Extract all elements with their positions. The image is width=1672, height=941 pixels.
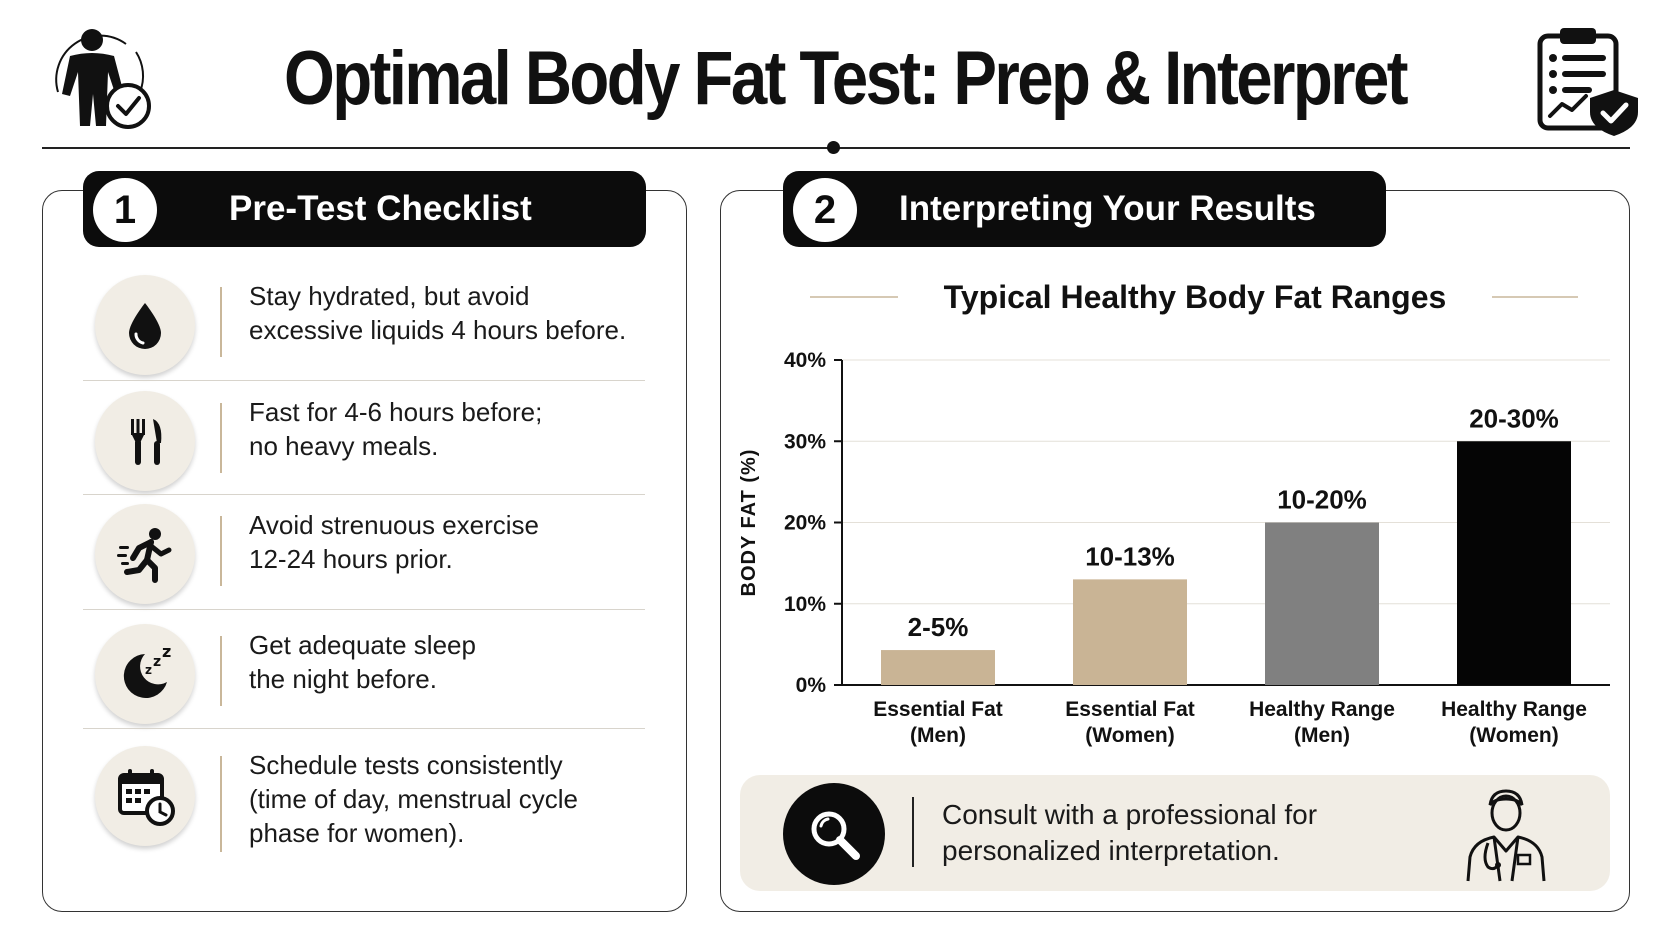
checklist-header: 1 Pre-Test Checklist (83, 171, 646, 247)
moon-sleep-icon: z z z (95, 624, 195, 724)
x-tick-label: Healthy Range (1441, 698, 1587, 721)
checklist-item-text: Get adequate sleep the night before. (249, 630, 476, 694)
x-tick-label: Essential Fat (873, 698, 1003, 721)
y-tick-label: 20% (784, 512, 826, 535)
checklist-separator (83, 494, 645, 495)
item-divider (220, 516, 222, 586)
data-label: 10-20% (1277, 485, 1367, 515)
consult-text: Consult with a professional for personal… (942, 799, 1318, 866)
doctor-icon (1458, 785, 1554, 885)
bar (1457, 441, 1571, 685)
magnifier-icon (783, 783, 885, 885)
data-label: 20-30% (1469, 403, 1559, 433)
title-divider-dot (827, 141, 840, 154)
bar (1265, 522, 1379, 685)
checklist-title: Pre-Test Checklist (229, 189, 532, 228)
y-tick-label: 10% (784, 593, 826, 616)
item-divider (220, 403, 222, 473)
results-title: Interpreting Your Results (899, 189, 1316, 228)
x-tick-label: Healthy Range (1249, 698, 1395, 721)
checklist-item-text: Stay hydrated, but avoid excessive liqui… (249, 281, 627, 345)
checklist-item-text: Schedule tests consistently (time of day… (249, 750, 578, 848)
svg-text:z: z (162, 644, 171, 661)
body-fat-chart: Typical Healthy Body Fat Ranges 0% 10% 20% 3… (738, 279, 1610, 747)
page-title: Optimal Body Fat Test: Prep & Interpret (283, 35, 1409, 121)
results-header: 2 Interpreting Your Results (783, 171, 1386, 247)
y-tick-label: 40% (784, 349, 826, 372)
item-divider (220, 756, 222, 852)
x-tick-label: (Women) (1085, 724, 1174, 747)
step-number-badge: 2 (793, 178, 857, 242)
item-divider (220, 636, 222, 706)
y-tick-label: 0% (796, 674, 827, 697)
data-label: 2-5% (908, 612, 969, 642)
svg-text:z: z (153, 654, 161, 670)
data-label: 10-13% (1085, 541, 1175, 571)
y-axis-label: BODY FAT (%) (738, 449, 760, 597)
clipboard-shield-icon (1530, 20, 1648, 138)
x-tick-label: (Men) (1294, 724, 1350, 747)
consult-callout: Consult with a professional for personal… (740, 775, 1610, 891)
checklist-separator (83, 609, 645, 610)
step-number-badge: 1 (93, 178, 157, 242)
y-tick-label: 30% (784, 430, 826, 453)
x-tick-label: (Women) (1469, 724, 1558, 747)
checklist-item: z z z Get adequate sleep the night befor… (83, 614, 645, 728)
bar (1073, 579, 1187, 685)
svg-text:z: z (145, 663, 152, 677)
x-tick-label: Essential Fat (1065, 698, 1195, 721)
checklist-item: Avoid strenuous exercise 12-24 hours pri… (83, 494, 645, 608)
person-check-icon (40, 22, 160, 134)
checklist-separator (83, 380, 645, 381)
running-person-icon (95, 504, 195, 604)
checklist-item-text: Fast for 4-6 hours before; no heavy meal… (249, 397, 543, 461)
water-drop-icon (95, 275, 195, 375)
checklist-item: Stay hydrated, but avoid excessive liqui… (83, 265, 645, 379)
fork-knife-icon (95, 391, 195, 491)
checklist-item-text: Avoid strenuous exercise 12-24 hours pri… (249, 510, 540, 574)
checklist-item: Schedule tests consistently (time of day… (83, 734, 645, 874)
item-divider (220, 287, 222, 357)
chart-title: Typical Healthy Body Fat Ranges (944, 279, 1447, 315)
bar (881, 650, 995, 685)
calendar-clock-icon (95, 746, 195, 846)
checklist-item: Fast for 4-6 hours before; no heavy meal… (83, 381, 645, 495)
checklist-separator (83, 728, 645, 729)
consult-divider (912, 797, 914, 867)
x-tick-label: (Men) (910, 724, 966, 747)
